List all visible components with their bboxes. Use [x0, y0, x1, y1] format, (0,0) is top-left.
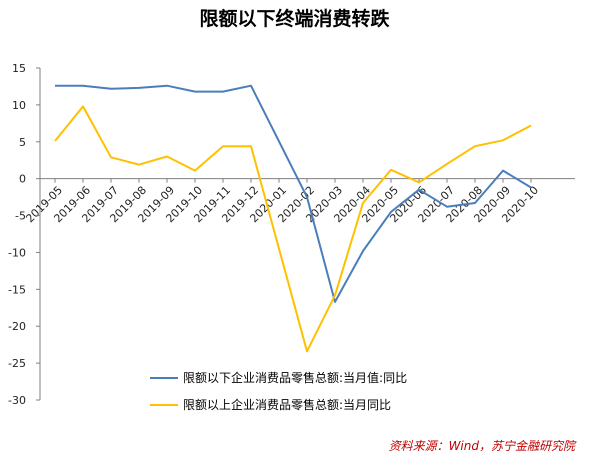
y-tick-label: -30 [8, 394, 26, 407]
legend-label-2: 限额以上企业消费品零售总额:当月同比 [183, 397, 391, 412]
source-note: 资料来源：Wind，苏宁金融研究院 [388, 439, 575, 453]
series-line-2 [54, 105, 532, 353]
y-tick-label: -15 [8, 283, 26, 296]
x-tick-labels: 2019-052019-062019-072019-082019-092019-… [23, 178, 541, 225]
y-tick-labels: 15 10 5 0 -5 -10 -15 -20 -25 -30 [8, 62, 40, 407]
y-tick-label: -5 [15, 210, 26, 223]
y-tick-label: 0 [19, 173, 26, 186]
y-tick-label: -10 [8, 246, 26, 259]
legend-label-1: 限额以下企业消费品零售总额:当月值:同比 [183, 370, 407, 385]
y-tick-label: -25 [8, 357, 26, 370]
series-lines [54, 84, 532, 353]
y-tick-label: 10 [12, 99, 26, 112]
y-tick-label: 15 [12, 62, 26, 75]
y-tick-label: -20 [8, 320, 26, 333]
y-tick-label: 5 [19, 136, 26, 149]
series-line-1 [55, 84, 532, 303]
chart-title: 限额以下终端消费转跌 [199, 8, 390, 30]
